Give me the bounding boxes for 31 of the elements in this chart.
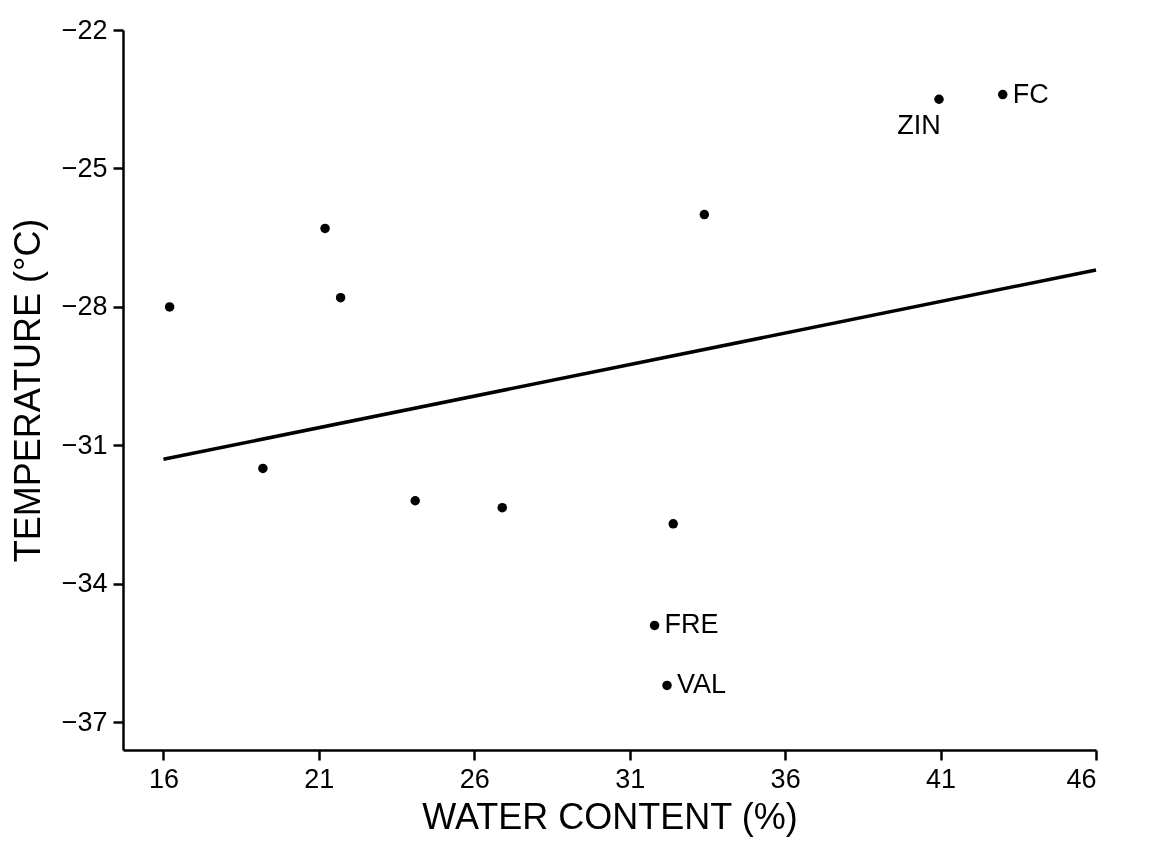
point <box>668 519 678 529</box>
annotation: VAL <box>677 669 727 700</box>
point <box>258 463 268 474</box>
point <box>320 223 330 234</box>
y-tick-label: −37 <box>61 706 108 737</box>
x-tick-label: 46 <box>1066 763 1097 794</box>
point <box>934 94 944 104</box>
point <box>699 209 710 220</box>
x-tick-label: 21 <box>304 763 335 794</box>
point <box>649 620 660 631</box>
point <box>164 302 175 312</box>
y-tick-label: −28 <box>61 291 108 322</box>
annotation: FRE <box>664 609 719 640</box>
x-tick-label: 31 <box>615 763 646 794</box>
annotation: ZIN <box>897 110 941 141</box>
point <box>410 496 420 506</box>
x-tick-label: 41 <box>926 763 957 794</box>
x-tick-label: 36 <box>770 763 801 794</box>
point <box>335 292 346 303</box>
point <box>497 502 507 513</box>
y-tick-label: −25 <box>61 152 108 183</box>
point <box>998 89 1008 100</box>
annotation: FC <box>1012 78 1049 109</box>
y-axis-title: TEMPERATURE (°C) <box>6 218 48 563</box>
x-tick-label: 26 <box>459 763 490 794</box>
y-tick-label: −34 <box>61 568 108 599</box>
point <box>662 680 672 691</box>
y-tick-label: −22 <box>61 14 108 45</box>
x-axis-title: WATER CONTENT (%) <box>422 795 798 837</box>
y-tick-label: −31 <box>61 429 108 460</box>
x-tick-label: 16 <box>148 763 179 794</box>
